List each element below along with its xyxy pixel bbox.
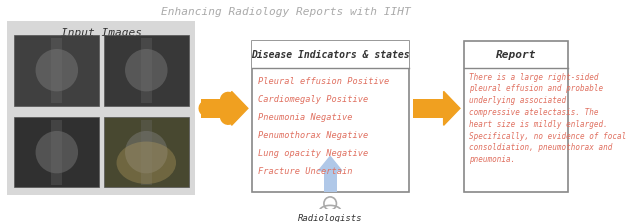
FancyBboxPatch shape — [252, 42, 409, 192]
Text: Report: Report — [496, 50, 536, 60]
FancyBboxPatch shape — [141, 120, 152, 185]
Text: Radiologists: Radiologists — [298, 214, 362, 222]
FancyBboxPatch shape — [14, 117, 99, 188]
Ellipse shape — [36, 131, 78, 173]
Text: Lung opacity Negative: Lung opacity Negative — [258, 149, 368, 158]
Text: Fracture Uncertain: Fracture Uncertain — [258, 167, 352, 176]
Ellipse shape — [125, 131, 168, 173]
FancyBboxPatch shape — [141, 38, 152, 103]
Text: Pleural effusion Positive: Pleural effusion Positive — [258, 77, 389, 86]
Polygon shape — [232, 91, 248, 125]
Text: Cardiomegaly Positive: Cardiomegaly Positive — [258, 95, 368, 104]
Polygon shape — [444, 91, 460, 125]
FancyBboxPatch shape — [51, 38, 62, 103]
FancyBboxPatch shape — [14, 35, 99, 105]
Text: Disease Indicators & states: Disease Indicators & states — [252, 50, 410, 60]
Ellipse shape — [116, 142, 176, 184]
FancyBboxPatch shape — [252, 42, 409, 68]
FancyBboxPatch shape — [51, 120, 62, 185]
FancyBboxPatch shape — [202, 99, 232, 118]
Text: There is a large right-sided
pleural effusion and probable
underlying associated: There is a large right-sided pleural eff… — [469, 73, 626, 164]
FancyBboxPatch shape — [324, 171, 337, 192]
Text: Input Images: Input Images — [61, 28, 141, 38]
FancyBboxPatch shape — [104, 35, 189, 105]
FancyBboxPatch shape — [465, 42, 568, 192]
Text: Penumothorax Negative: Penumothorax Negative — [258, 131, 368, 140]
Text: Pneumonia Negative: Pneumonia Negative — [258, 113, 352, 122]
FancyBboxPatch shape — [7, 21, 195, 195]
FancyBboxPatch shape — [413, 99, 444, 118]
FancyBboxPatch shape — [104, 117, 189, 188]
Ellipse shape — [36, 49, 78, 91]
Polygon shape — [319, 156, 342, 171]
Ellipse shape — [125, 49, 168, 91]
Text: Enhancing Radiology Reports with IIHT: Enhancing Radiology Reports with IIHT — [161, 7, 412, 17]
